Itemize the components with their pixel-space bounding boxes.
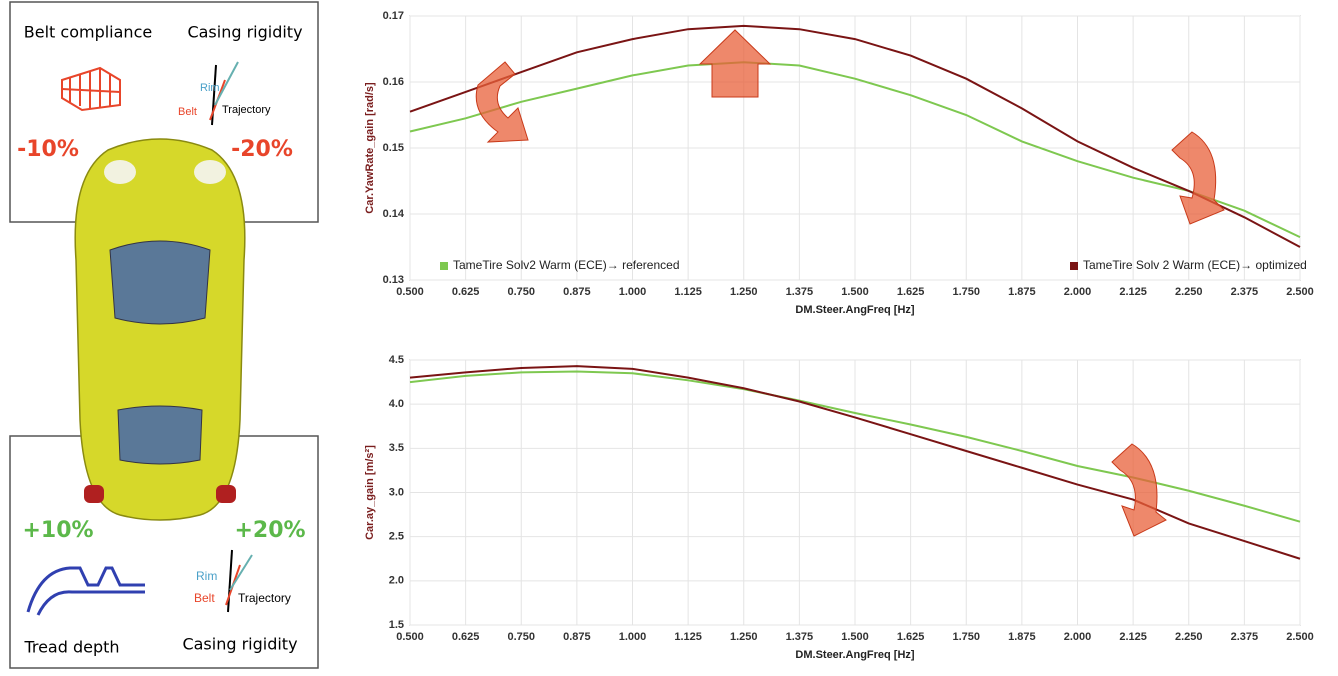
- legend-swatch: [1070, 262, 1078, 270]
- x-axis-title: DM.Steer.AngFreq [Hz]: [795, 649, 915, 661]
- x-tick-label: 2.125: [1119, 631, 1147, 643]
- y-tick-label: 2.5: [389, 531, 404, 543]
- charts: 0.13 0.14 0.15 0.16 0.17 0.500 0.625 0.750 0.875…: [364, 10, 1314, 661]
- y-tick-label: 4.5: [389, 354, 404, 366]
- tread-icon: [28, 568, 145, 615]
- y-tick-label: 3.0: [389, 486, 404, 498]
- x-tick-label: 1.000: [619, 631, 647, 643]
- x-tick-label: 1.625: [897, 286, 925, 298]
- legend-label: TameTire Solv 2 Warm (ECE)→ optimized: [1083, 258, 1307, 272]
- x-tick-label: 1.250: [730, 286, 758, 298]
- belt-icon: [62, 68, 120, 110]
- y-axis-title: Car.YawRate_gain [rad/s]: [364, 82, 376, 214]
- x-tick-label: 0.625: [452, 286, 480, 298]
- label: Belt compliance: [24, 23, 152, 42]
- x-tick-label: 1.875: [1008, 286, 1036, 298]
- x-tick-label: 0.875: [563, 631, 591, 643]
- x-tick-label: 2.375: [1231, 631, 1259, 643]
- x-tick-label: 2.500: [1286, 286, 1314, 298]
- y-tick-label: 1.5: [389, 619, 404, 631]
- label: Tread depth: [23, 638, 119, 657]
- y-tick-label: 4.0: [389, 398, 404, 410]
- figure: Belt compliance Casing rigidity -10% -20…: [0, 0, 1338, 676]
- y-tick-label: 3.5: [389, 442, 404, 454]
- x-tick-label: 0.500: [396, 286, 424, 298]
- rim-label: Rim: [196, 569, 217, 583]
- x-tick-label: 1.750: [952, 286, 980, 298]
- x-tick-label: 2.000: [1064, 286, 1092, 298]
- x-tick-label: 0.750: [507, 631, 535, 643]
- x-axis-title: DM.Steer.AngFreq [Hz]: [795, 304, 915, 316]
- x-tick-label: 1.375: [786, 631, 814, 643]
- y-tick-label: 0.16: [383, 76, 404, 88]
- x-tick-label: 1.500: [841, 631, 869, 643]
- x-tick-label: 2.250: [1175, 631, 1203, 643]
- x-tick-label: 1.500: [841, 286, 869, 298]
- y-tick-label: 2.0: [389, 575, 404, 587]
- legend-label: TameTire Solv2 Warm (ECE)→ referenced: [453, 258, 680, 272]
- x-tick-label: 2.250: [1175, 286, 1203, 298]
- rim-label: Rim: [200, 82, 220, 94]
- x-tick-label: 1.375: [786, 286, 814, 298]
- x-tick-label: 0.875: [563, 286, 591, 298]
- car: [75, 139, 245, 520]
- x-tick-label: 1.750: [952, 631, 980, 643]
- y-tick-label: 0.15: [383, 142, 404, 154]
- x-tick-label: 1.125: [674, 631, 702, 643]
- x-tick-label: 1.625: [897, 631, 925, 643]
- x-tick-label: 1.875: [1008, 631, 1036, 643]
- legend-swatch: [440, 262, 448, 270]
- x-tick-label: 1.250: [730, 631, 758, 643]
- x-tick-label: 2.000: [1064, 631, 1092, 643]
- x-tick-label: 2.500: [1286, 631, 1314, 643]
- label: Casing rigidity: [187, 23, 302, 42]
- y-tick-label: 0.13: [383, 274, 404, 286]
- label: Casing rigidity: [182, 635, 297, 654]
- y-tick-label: 0.17: [383, 10, 404, 22]
- trajectory-label: Trajectory: [222, 104, 271, 116]
- y-axis-title: Car.ay_gain [m/s²]: [364, 445, 376, 540]
- x-tick-label: 2.125: [1119, 286, 1147, 298]
- x-tick-label: 2.375: [1231, 286, 1259, 298]
- y-tick-label: 0.14: [383, 208, 405, 220]
- page: Belt compliance Casing rigidity -10% -20…: [0, 0, 1338, 676]
- x-tick-label: 0.625: [452, 631, 480, 643]
- change: -10%: [17, 137, 79, 162]
- x-tick-label: 0.500: [396, 631, 424, 643]
- belt-label: Belt: [178, 106, 197, 118]
- belt-label: Belt: [194, 591, 215, 605]
- x-tick-label: 1.000: [619, 286, 647, 298]
- trajectory-label: Trajectory: [238, 591, 291, 605]
- x-tick-label: 1.125: [674, 286, 702, 298]
- change: +10%: [22, 518, 93, 543]
- change: -20%: [231, 137, 293, 162]
- change: +20%: [234, 518, 305, 543]
- x-tick-label: 0.750: [507, 286, 535, 298]
